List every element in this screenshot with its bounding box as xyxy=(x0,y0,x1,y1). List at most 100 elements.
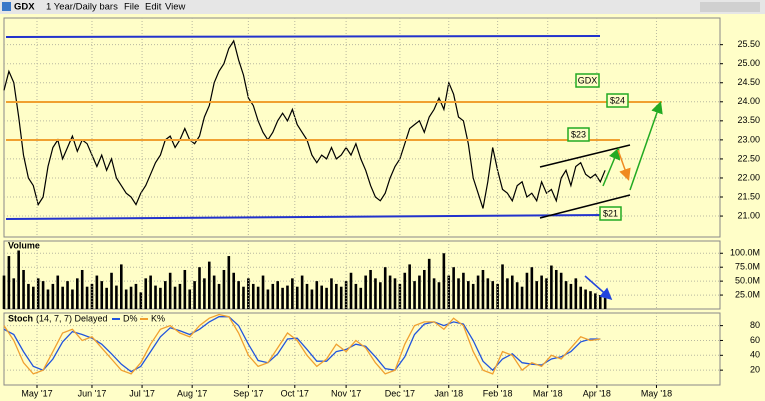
bar xyxy=(276,281,279,309)
bar xyxy=(56,275,60,309)
data-line xyxy=(3,316,601,373)
bar xyxy=(100,281,104,309)
bar xyxy=(95,275,99,309)
bar xyxy=(530,267,534,309)
bar xyxy=(398,283,402,309)
bar xyxy=(281,287,284,309)
annotation: GDX xyxy=(578,75,598,85)
bar xyxy=(51,283,55,309)
bar xyxy=(574,278,578,309)
toolbar-bg xyxy=(0,0,765,14)
bar xyxy=(320,285,323,309)
legend-label: K% xyxy=(151,313,165,323)
y-tick-label: 22.50 xyxy=(737,153,760,163)
y-tick-label: 20 xyxy=(750,365,760,375)
bar xyxy=(139,292,143,309)
bar xyxy=(540,275,543,309)
bar xyxy=(105,287,108,309)
bar xyxy=(149,275,152,309)
arrow xyxy=(617,149,631,181)
menu[interactable]: View xyxy=(165,2,186,13)
bar xyxy=(564,281,568,309)
bar xyxy=(110,272,113,309)
bar xyxy=(471,283,475,309)
bar xyxy=(589,291,592,309)
bar xyxy=(554,269,558,309)
annotation: $23 xyxy=(571,129,586,139)
bar xyxy=(545,278,548,309)
bar xyxy=(330,278,333,309)
label-box xyxy=(575,73,600,88)
bar xyxy=(90,283,94,309)
panel-subtitle: (14, 7, 7) Delayed xyxy=(36,313,108,323)
bar xyxy=(550,265,553,309)
bar xyxy=(286,285,289,309)
support-line xyxy=(5,214,608,220)
bar xyxy=(124,289,128,309)
bar xyxy=(291,278,294,309)
price-panel xyxy=(3,17,721,238)
bar xyxy=(183,269,187,309)
menu[interactable]: File xyxy=(124,2,139,13)
bar xyxy=(432,278,436,309)
bar xyxy=(520,286,524,309)
app-icon[interactable] xyxy=(2,2,11,11)
x-tick-label: Jun '17 xyxy=(78,388,107,398)
bar xyxy=(491,281,495,309)
menu[interactable]: Edit xyxy=(145,2,162,13)
bar xyxy=(535,281,539,309)
y-tick-label: 100.0M xyxy=(730,248,760,258)
y-tick-label: 25.50 xyxy=(737,39,760,49)
bar xyxy=(388,275,392,309)
bar xyxy=(310,289,314,309)
bar xyxy=(300,275,304,309)
label-box xyxy=(599,206,622,221)
bar xyxy=(486,278,490,309)
label-box xyxy=(606,93,629,108)
bar xyxy=(374,278,377,309)
bar xyxy=(383,267,387,309)
bar xyxy=(193,281,196,309)
bar xyxy=(22,269,25,309)
y-tick-label: 25.0M xyxy=(735,289,760,299)
label-box xyxy=(567,127,590,142)
stoch-panel xyxy=(3,312,721,386)
y-tick-label: 40 xyxy=(750,350,760,360)
x-tick-label: May '18 xyxy=(641,388,672,398)
bar xyxy=(207,261,211,309)
y-tick-label: 22.00 xyxy=(737,172,760,182)
bar xyxy=(41,281,45,309)
bar xyxy=(154,285,157,309)
bar xyxy=(32,286,35,309)
bar xyxy=(369,269,372,309)
arrow xyxy=(584,275,613,300)
bar xyxy=(598,295,602,309)
period[interactable]: 1 Year/Daily bars xyxy=(46,2,118,13)
bar xyxy=(17,250,20,309)
bar xyxy=(168,272,172,309)
bar xyxy=(217,283,221,309)
bar xyxy=(237,281,240,309)
y-tick-label: 24.00 xyxy=(737,96,760,106)
window-buttons[interactable] xyxy=(700,2,760,12)
bar xyxy=(603,296,607,309)
bar xyxy=(501,264,504,309)
bar xyxy=(85,286,89,309)
symbol[interactable]: GDX xyxy=(14,2,35,13)
bar xyxy=(442,253,446,309)
arrow xyxy=(629,101,663,191)
data-line xyxy=(3,39,606,209)
bar xyxy=(452,267,455,309)
x-tick-label: Oct '17 xyxy=(281,388,309,398)
y-tick-label: 23.00 xyxy=(737,134,760,144)
bar xyxy=(7,256,11,309)
annotation: $24 xyxy=(610,95,625,105)
bar xyxy=(418,275,421,309)
x-tick-label: Apr '18 xyxy=(583,388,611,398)
bar xyxy=(2,275,6,309)
bar xyxy=(393,278,397,309)
bar xyxy=(325,287,328,309)
bar xyxy=(339,286,343,309)
bar xyxy=(66,281,69,309)
bar xyxy=(222,269,226,309)
